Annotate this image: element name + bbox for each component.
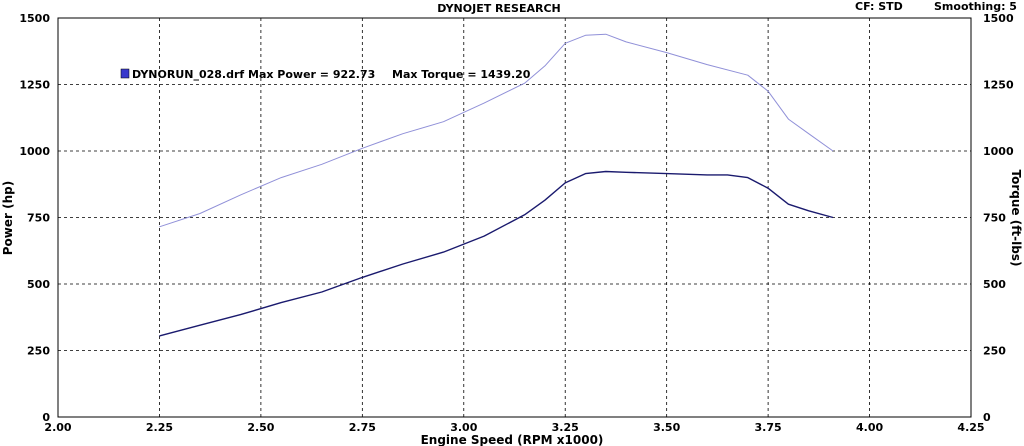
x-tick-label: 2.75 xyxy=(349,421,376,434)
y-tick-label: 500 xyxy=(27,278,50,291)
y2-tick-label: 750 xyxy=(983,212,1006,225)
series-line-torque xyxy=(159,33,834,228)
x-tick-label: 2.25 xyxy=(146,421,173,434)
gridlines xyxy=(58,18,971,417)
legend-max-power: Max Power = 922.73 xyxy=(248,68,375,81)
legend-max-torque: Max Torque = 1439.20 xyxy=(392,68,531,81)
y-tick-label: 1000 xyxy=(19,145,50,158)
legend-swatch xyxy=(120,68,130,79)
x-tick-label: 3.25 xyxy=(552,421,579,434)
legend-run-label: DYNORUN_028.drf xyxy=(132,68,244,81)
x-tick-label: 4.00 xyxy=(856,421,883,434)
y-tick-labels: 0 250 500 750 1000 1250 1500 xyxy=(19,12,50,424)
y2-tick-labels: 0 250 500 750 1000 1250 1500 xyxy=(983,12,1014,424)
x-tick-label: 2.50 xyxy=(247,421,274,434)
x-axis-title: Engine Speed (RPM x1000) xyxy=(421,433,604,446)
series-lines xyxy=(159,33,834,337)
y-tick-label: 1250 xyxy=(19,79,50,92)
y2-tick-label: 1250 xyxy=(983,79,1014,92)
y-tick-label: 1500 xyxy=(19,12,50,25)
x-tick-label: 3.50 xyxy=(653,421,680,434)
x-tick-label: 3.00 xyxy=(450,421,477,434)
y-tick-label: 0 xyxy=(42,411,50,424)
x-tick-labels: 2.00 2.25 2.50 2.75 3.00 3.25 3.50 3.75 4.00 4.25 xyxy=(44,421,984,434)
y2-tick-label: 250 xyxy=(983,345,1006,358)
series-line-power xyxy=(159,170,834,337)
cf-label: CF: STD xyxy=(855,0,903,13)
y-tick-label: 250 xyxy=(27,345,50,358)
y-tick-label: 750 xyxy=(27,212,50,225)
chart-title: DYNOJET RESEARCH xyxy=(437,2,560,15)
y-axis-title: Power (hp) xyxy=(1,181,15,255)
y2-axis-title: Torque (ft-lbs) xyxy=(1009,170,1023,267)
y2-tick-label: 1000 xyxy=(983,145,1014,158)
y2-tick-label: 1500 xyxy=(983,12,1014,25)
y2-tick-label: 0 xyxy=(983,411,991,424)
smoothing-label: Smoothing: 5 xyxy=(934,0,1017,13)
x-tick-label: 3.75 xyxy=(755,421,782,434)
y2-tick-label: 500 xyxy=(983,278,1006,291)
x-tick-label: 4.25 xyxy=(957,421,984,434)
x-tick-label: 2.00 xyxy=(44,421,71,434)
